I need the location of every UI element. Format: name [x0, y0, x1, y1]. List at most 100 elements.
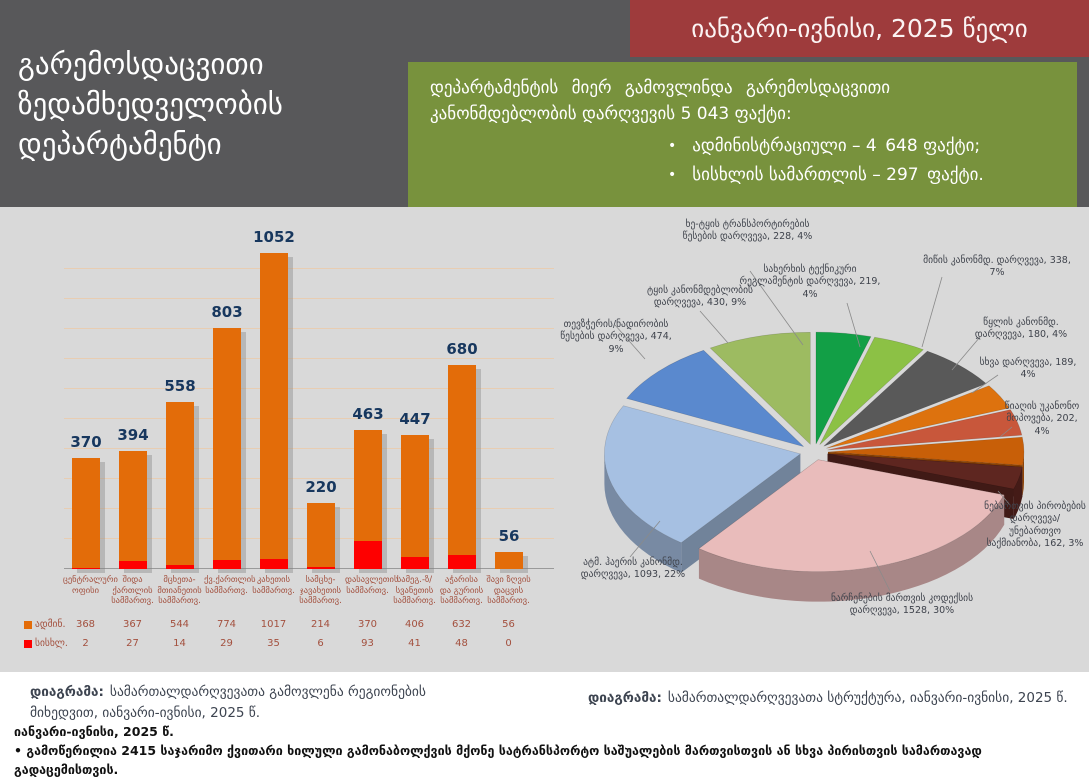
pie-slice	[827, 436, 1025, 466]
summary-bullet-administrative: ადმინისტრაციული – 4 648 ფაქტი;	[668, 132, 1055, 161]
pie-leader-line	[749, 270, 804, 346]
pie-leader-line	[846, 302, 861, 348]
pie-svg	[604, 270, 1025, 602]
bar-criminal-segment	[448, 554, 476, 569]
legend-item: სისხლ.	[0, 638, 68, 649]
pie-slice-label: ნებართვის პირობების დარღვევა/უნებართვო ს…	[984, 501, 1086, 550]
pie-slice-label: წიაღის უკანონო მოპოვება, 202, 4%	[1004, 401, 1080, 437]
legend-label: სისხლ.	[35, 638, 68, 649]
pie-slice-label: ტყის კანონმდებლობის დარღვევა, 430, 9%	[647, 285, 753, 309]
pie-leader-line	[951, 336, 981, 371]
table-cell: 14	[173, 638, 186, 649]
header: გარემოსდაცვითი ზედამხედველობის დეპარტამე…	[0, 0, 1089, 207]
pie-slice-label: წყლის კანონმდ. დარღვევა, 180, 4%	[974, 317, 1068, 341]
summary-bullets: ადმინისტრაციული – 4 648 ფაქტი; სისხლის ს…	[430, 132, 1055, 190]
pie-leader-line	[699, 310, 729, 344]
footnote: იანვარი-ივნისი, 2025 წ. • გამოწერილია 24…	[14, 724, 1084, 780]
table-cell: 29	[220, 638, 233, 649]
page-title: გარემოსდაცვითი ზედამხედველობის დეპარტამე…	[18, 47, 283, 162]
bar	[495, 552, 523, 569]
bar	[354, 430, 382, 569]
bar-value-label: 370	[70, 433, 102, 451]
bar-value-label: 220	[305, 478, 337, 496]
bar-criminal-segment	[213, 560, 241, 569]
pie-chart: ხე-ტყის ტრანსპორტირების წესების დარღვევა…	[560, 207, 1089, 672]
table-cell: 48	[455, 638, 468, 649]
table-cell: 370	[357, 619, 378, 630]
bar-caption-text: სამართალდარღვევათა გამოვლენა რეგიონების …	[30, 684, 426, 721]
pie-slice-label: თევზჭერის/ნადირობის წესების დარღვევა, 47…	[560, 319, 672, 355]
table-cell: 35	[267, 638, 280, 649]
pie-slice-rim	[604, 453, 682, 573]
table-cell: 6	[317, 638, 324, 649]
pie-slice	[709, 331, 811, 445]
category-label: მცხეთა-მთიანეთის სამმართვ.	[157, 575, 202, 607]
category-label: შიდა ქართლის სამმართვ.	[111, 575, 154, 607]
bar-chart: 370 394 558 803 1052 220 463 447 680 56 ცენტრალურ…	[0, 207, 560, 672]
category-label: დასავლეთის სამმართვ.	[345, 575, 399, 596]
series-row: სისხლ. 2 27 14 29 35 6 93 41 48 0	[0, 634, 560, 653]
bar-caption-label: დიაგრამა:	[30, 684, 104, 700]
pie-slice	[827, 409, 1023, 451]
bar-data-table: ცენტრალური ოფისი შიდა ქართლის სამმართვ. მც…	[0, 573, 560, 653]
pie-slice	[827, 453, 1023, 490]
bar-chart-caption: დიაგრამა: სამართალდარღვევათა გამოვლენა რე…	[30, 682, 490, 724]
series-row: ადმინ. 368 367 544 774 1017 214 370 406 632 56	[0, 615, 560, 634]
table-cell: 406	[404, 619, 425, 630]
category-label: კახეთის სამმართვ.	[252, 575, 295, 596]
bar-value-label: 1052	[253, 228, 295, 247]
table-cell: 1017	[260, 619, 287, 630]
pie-slice-label: სახერხის ტექნიკური რეგლამენტის დარღვევა,…	[739, 264, 881, 300]
pie-leader-line	[869, 550, 891, 592]
bar-value-label: 394	[117, 425, 149, 444]
bar-value-label: 447	[399, 409, 431, 428]
pie-slice	[815, 331, 872, 445]
pie-leader-line	[997, 490, 1011, 506]
category-label: ცენტრალური ოფისი	[63, 575, 118, 596]
summary-bullet-criminal: სისხლის სამართლის – 297 ფაქტი.	[668, 161, 1055, 190]
legend-swatch-criminal	[24, 639, 32, 648]
table-cell: 368	[75, 619, 96, 630]
pie-leader-line	[629, 520, 661, 558]
period-banner: იანვარი-ივნისი, 2025 წელი	[630, 0, 1089, 57]
bar-criminal-segment	[401, 556, 429, 569]
pie-leader-line	[971, 374, 999, 394]
bar-criminal-segment	[72, 568, 100, 569]
table-cell: 2	[82, 638, 89, 649]
table-cell: 0	[505, 638, 512, 649]
table-cell: 774	[216, 619, 237, 630]
legend-item: ადმინ.	[0, 619, 66, 630]
footer: დიაგრამა: სამართალდარღვევათა გამოვლენა რე…	[0, 672, 1089, 784]
pie-slice-rim	[1013, 467, 1023, 520]
bar-criminal-segment	[119, 560, 147, 569]
bar	[213, 328, 241, 569]
pie-caption-text: სამართალდარღვევათა სტრუქტურა, იანვარი-ივ…	[667, 690, 1068, 706]
bar-criminal-segment	[260, 558, 288, 569]
pie-slice-rim	[1022, 451, 1024, 496]
table-cell: 544	[169, 619, 190, 630]
table-cell: 632	[451, 619, 472, 630]
pie-slice	[626, 349, 804, 447]
pie-slice	[604, 405, 802, 544]
bar-value-label: 803	[211, 303, 243, 322]
category-label: სამცხე-ჯავახეთის სამმართვ.	[299, 575, 342, 607]
bar	[401, 434, 429, 569]
pie-slice	[819, 336, 924, 445]
table-cell: 367	[122, 619, 143, 630]
bar	[72, 458, 100, 569]
category-label: აჭარისა და გურიის სამმართვ.	[439, 575, 484, 607]
bar-criminal-segment	[354, 541, 382, 569]
category-label: სამეგ.-ზ/სვანეთის სამმართვ.	[393, 575, 436, 607]
table-cell: 41	[408, 638, 421, 649]
bar-value-label: 56	[498, 527, 520, 546]
bar	[166, 401, 194, 569]
footnote-bullet: • გამოწერილია 2415 საჯარიმო ქვითარი ხილუ…	[14, 743, 982, 778]
summary-box: დეპარტამენტის მიერ გამოვლინდა გარემოსდაც…	[408, 62, 1077, 207]
footnote-date: იანვარი-ივნისი, 2025 წ.	[14, 724, 174, 739]
legend-label: ადმინ.	[35, 619, 66, 630]
summary-intro: დეპარტამენტის მიერ გამოვლინდა გარემოსდაც…	[430, 78, 890, 125]
pie-slice-label: ნარჩენების მართვის კოდექსის დარღვევა, 15…	[830, 593, 974, 617]
charts-band: 370 394 558 803 1052 220 463 447 680 56 ცენტრალურ…	[0, 207, 1089, 672]
bar-criminal-segment	[166, 564, 194, 569]
pie-leader-line	[921, 276, 943, 348]
